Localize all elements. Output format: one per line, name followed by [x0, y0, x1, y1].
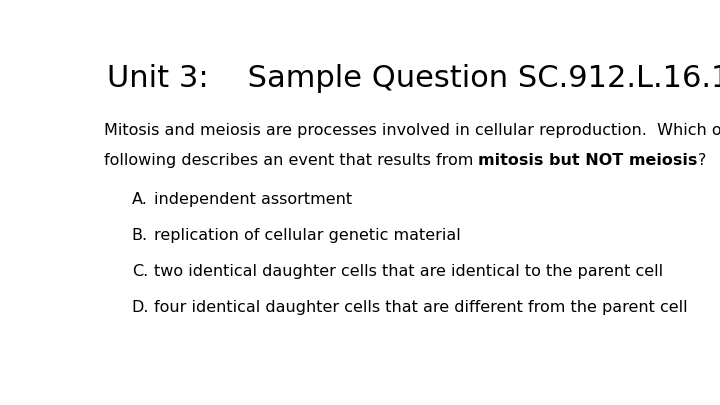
Text: four identical daughter cells that are different from the parent cell: four identical daughter cells that are d… [154, 300, 688, 315]
Text: ?: ? [698, 153, 706, 168]
Text: A.: A. [132, 192, 148, 207]
Text: B.: B. [132, 228, 148, 243]
Text: Unit 3:    Sample Question SC.912.L.16.17: Unit 3: Sample Question SC.912.L.16.17 [107, 64, 720, 93]
Text: two identical daughter cells that are identical to the parent cell: two identical daughter cells that are id… [154, 264, 663, 279]
Text: replication of cellular genetic material: replication of cellular genetic material [154, 228, 461, 243]
Text: C.: C. [132, 264, 148, 279]
Text: following describes an event that results from: following describes an event that result… [104, 153, 479, 168]
Text: D.: D. [132, 300, 149, 315]
Text: Mitosis and meiosis are processes involved in cellular reproduction.  Which of t: Mitosis and meiosis are processes involv… [104, 124, 720, 139]
Text: independent assortment: independent assortment [154, 192, 352, 207]
Text: mitosis but NOT meiosis: mitosis but NOT meiosis [479, 153, 698, 168]
